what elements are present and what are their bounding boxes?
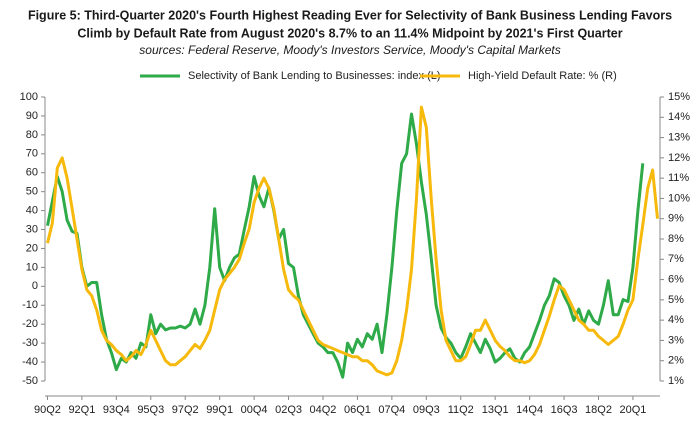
x-tick-label: 11Q2 <box>448 404 474 416</box>
x-tick-label: 93Q4 <box>103 404 130 416</box>
y-tick-label: 30 <box>26 223 38 235</box>
legend-label: Selectivity of Bank Lending to Businesse… <box>188 70 441 82</box>
x-tick-label: 04Q2 <box>310 404 337 416</box>
y-tick-label: 40 <box>26 205 38 217</box>
x-tick-label: 06Q1 <box>344 404 371 416</box>
y-tick-label: 70 <box>26 148 38 160</box>
y2-tick-label: 3% <box>668 334 684 346</box>
y-tick-label: -20 <box>22 318 38 330</box>
x-tick-label: 02Q3 <box>275 404 302 416</box>
y2-tick-label: 9% <box>668 213 684 225</box>
y2-tick-label: 11% <box>668 172 689 184</box>
x-tick-label: 90Q2 <box>34 404 61 416</box>
x-tick-label: 20Q1 <box>619 404 646 416</box>
x-tick-label: 99Q1 <box>206 404 233 416</box>
y2-tick-label: 4% <box>668 314 684 326</box>
y-tick-label: -40 <box>22 356 38 368</box>
y-tick-label: 80 <box>26 129 38 141</box>
y2-tick-label: 10% <box>668 192 690 204</box>
y-tick-label: 100 <box>20 91 38 103</box>
y2-tick-label: 8% <box>668 233 684 245</box>
x-tick-label: 00Q4 <box>241 404 268 416</box>
y2-tick-label: 15% <box>668 91 690 103</box>
y-tick-label: 20 <box>26 242 38 254</box>
y-tick-label: 0 <box>32 280 38 292</box>
y2-tick-label: 14% <box>668 111 690 123</box>
y-tick-label: -10 <box>22 299 38 311</box>
y-tick-label: -50 <box>22 375 38 387</box>
chart-title: Figure 5: Third-Quarter 2020's Fourth Hi… <box>28 8 672 22</box>
x-tick-label: 16Q3 <box>551 404 578 416</box>
y-tick-label: 90 <box>26 110 38 122</box>
x-tick-label: 95Q3 <box>137 404 164 416</box>
legend-label: High-Yield Default Rate: % (R) <box>468 70 617 82</box>
y-tick-label: 60 <box>26 167 38 179</box>
y2-tick-label: 5% <box>668 294 684 306</box>
x-tick-label: 92Q1 <box>68 404 95 416</box>
series-line <box>46 112 645 379</box>
x-tick-label: 18Q2 <box>585 404 612 416</box>
y2-tick-label: 7% <box>668 253 684 265</box>
y2-tick-label: 6% <box>668 273 684 285</box>
y-tick-label: 10 <box>26 261 38 273</box>
x-tick-label: 14Q4 <box>516 404 543 416</box>
x-tick-label: 13Q1 <box>482 404 509 416</box>
y2-tick-label: 1% <box>668 375 684 387</box>
y2-tick-label: 13% <box>668 131 690 143</box>
chart-subtitle: sources: Federal Reserve, Moody's Invest… <box>139 43 560 57</box>
y2-tick-label: 12% <box>668 152 690 164</box>
y2-tick-label: 2% <box>668 355 684 367</box>
x-tick-label: 07Q4 <box>378 404 405 416</box>
x-tick-label: 97Q2 <box>172 404 199 416</box>
y-tick-label: -30 <box>22 337 38 349</box>
x-tick-label: 09Q3 <box>413 404 440 416</box>
series-line <box>46 105 659 377</box>
y-tick-label: 50 <box>26 186 38 198</box>
chart-title: Climb by Default Rate from August 2020's… <box>77 26 622 40</box>
